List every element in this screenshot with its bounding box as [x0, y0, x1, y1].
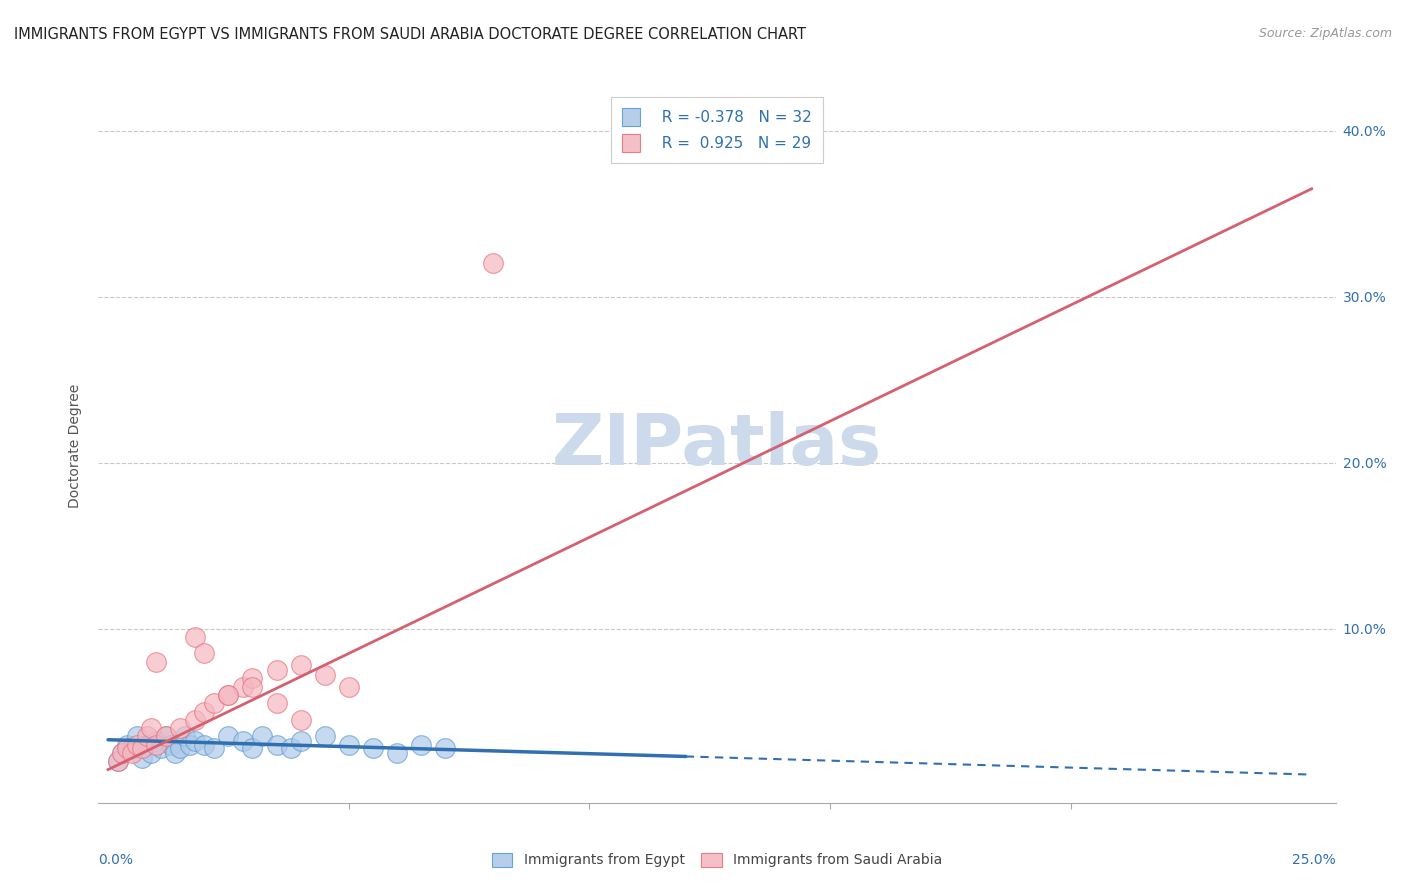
Point — [159, 738, 181, 752]
Point — [121, 746, 143, 760]
Point — [202, 696, 225, 710]
Point — [135, 738, 157, 752]
Point — [145, 738, 167, 752]
Point — [409, 738, 432, 752]
Point — [242, 741, 264, 756]
Point — [107, 754, 129, 768]
Point — [179, 738, 201, 752]
Point — [314, 668, 336, 682]
Point — [217, 688, 239, 702]
Point — [155, 730, 177, 744]
Point — [131, 751, 153, 765]
Point — [183, 734, 205, 748]
Point — [155, 730, 177, 744]
Point — [111, 746, 134, 760]
Point — [202, 741, 225, 756]
Point — [169, 721, 191, 735]
Point — [125, 738, 148, 752]
Point — [141, 746, 163, 760]
Point — [193, 738, 215, 752]
Point — [314, 730, 336, 744]
Point — [434, 741, 457, 756]
Point — [217, 730, 239, 744]
Point — [107, 754, 129, 768]
Text: ZIPatlas: ZIPatlas — [553, 411, 882, 481]
Point — [193, 705, 215, 719]
Point — [242, 671, 264, 685]
Point — [217, 688, 239, 702]
Point — [169, 741, 191, 756]
Text: Source: ZipAtlas.com: Source: ZipAtlas.com — [1258, 27, 1392, 40]
Point — [361, 741, 384, 756]
Text: 0.0%: 0.0% — [98, 853, 134, 867]
Point — [150, 741, 173, 756]
Point — [482, 256, 505, 270]
Point — [337, 738, 360, 752]
Point — [385, 746, 408, 760]
Point — [121, 741, 143, 756]
Point — [117, 741, 139, 756]
Point — [232, 680, 254, 694]
Point — [290, 658, 312, 673]
Point — [141, 721, 163, 735]
Point — [337, 680, 360, 694]
Text: IMMIGRANTS FROM EGYPT VS IMMIGRANTS FROM SAUDI ARABIA DOCTORATE DEGREE CORRELATI: IMMIGRANTS FROM EGYPT VS IMMIGRANTS FROM… — [14, 27, 806, 42]
Y-axis label: Doctorate Degree: Doctorate Degree — [69, 384, 83, 508]
Point — [174, 730, 197, 744]
Point — [280, 741, 302, 756]
Point — [131, 741, 153, 756]
Point — [266, 663, 288, 677]
Point — [266, 738, 288, 752]
Point — [290, 734, 312, 748]
Point — [145, 655, 167, 669]
Point — [266, 696, 288, 710]
Point — [111, 746, 134, 760]
Point — [250, 730, 273, 744]
Point — [165, 746, 187, 760]
Legend: Immigrants from Egypt, Immigrants from Saudi Arabia: Immigrants from Egypt, Immigrants from S… — [485, 846, 949, 874]
Point — [117, 738, 139, 752]
Point — [183, 713, 205, 727]
Point — [193, 647, 215, 661]
Point — [135, 730, 157, 744]
Point — [232, 734, 254, 748]
Point — [290, 713, 312, 727]
Text: 25.0%: 25.0% — [1292, 853, 1336, 867]
Point — [242, 680, 264, 694]
Point — [125, 730, 148, 744]
Point — [183, 630, 205, 644]
Point — [145, 734, 167, 748]
